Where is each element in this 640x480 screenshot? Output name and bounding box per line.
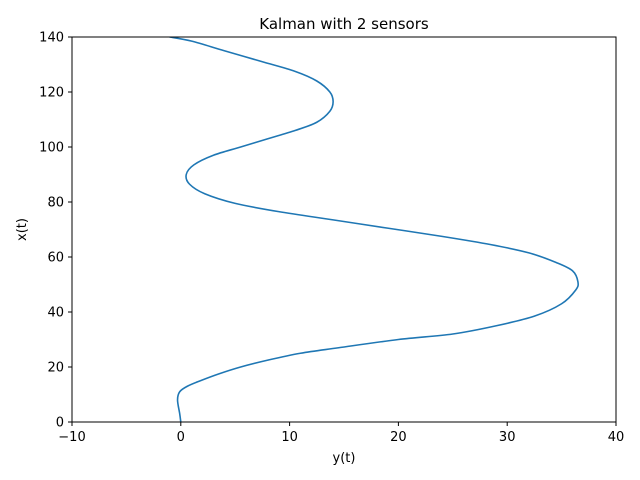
x-tick-label: 20 xyxy=(390,430,407,445)
series-line xyxy=(169,37,579,422)
plot-frame xyxy=(71,36,617,423)
plot-background xyxy=(72,37,616,422)
y-tick-label: 40 xyxy=(47,306,64,321)
x-tick-label: −10 xyxy=(58,430,85,445)
y-tick-label: 100 xyxy=(39,141,64,156)
y-tick-label: 80 xyxy=(47,196,64,211)
y-tick-label: 140 xyxy=(39,31,64,46)
series-layer xyxy=(169,37,579,422)
y-axis-label: x(t) xyxy=(15,218,30,241)
y-tick-label: 120 xyxy=(39,86,64,101)
x-axis-label: y(t) xyxy=(333,451,356,466)
x-tick-label: 30 xyxy=(499,430,516,445)
x-axis-ticks: −10 0 10 20 30 40 xyxy=(58,422,624,445)
y-axis-ticks: 0 20 40 60 80 100 120 140 xyxy=(39,31,72,431)
y-tick-label: 0 xyxy=(56,416,64,431)
y-tick-label: 60 xyxy=(47,251,64,266)
x-tick-label: 10 xyxy=(281,430,298,445)
y-tick-label: 20 xyxy=(47,361,64,376)
chart-title: Kalman with 2 sensors xyxy=(259,15,429,33)
x-tick-label: 0 xyxy=(177,430,185,445)
x-tick-label: 40 xyxy=(608,430,625,445)
